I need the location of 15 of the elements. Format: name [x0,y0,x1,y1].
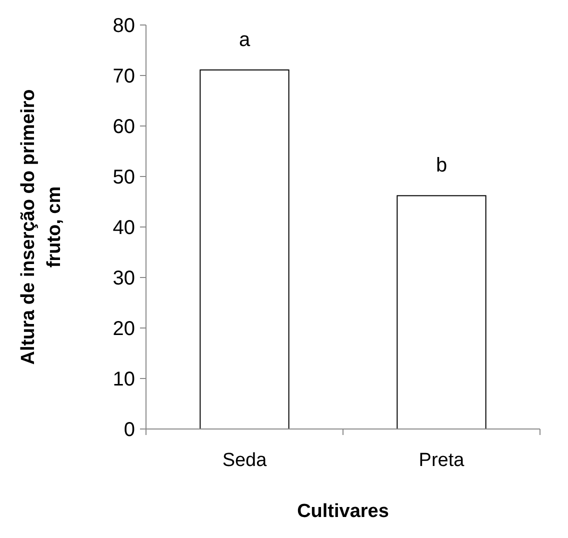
x-tick-label: Seda [222,450,268,471]
y-tick-label: 20 [112,318,135,340]
y-tick-label: 70 [112,66,135,88]
y-tick-label: 50 [112,166,135,188]
x-tick-label: Preta [418,450,465,471]
y-tick-label: 0 [124,419,135,441]
y-tick-label: 40 [112,217,135,239]
annotation: a [238,28,251,51]
y-tick-label: 60 [112,116,135,138]
annotation: b [436,154,448,177]
y-tick-label: 10 [112,368,135,390]
x-axis-title: Cultivares [297,501,389,522]
y-tick-label: 30 [112,268,135,290]
y-axis-title: Altura de inserção do primeiro fruto, cm [18,89,65,365]
y-tick-label: 80 [112,15,135,37]
